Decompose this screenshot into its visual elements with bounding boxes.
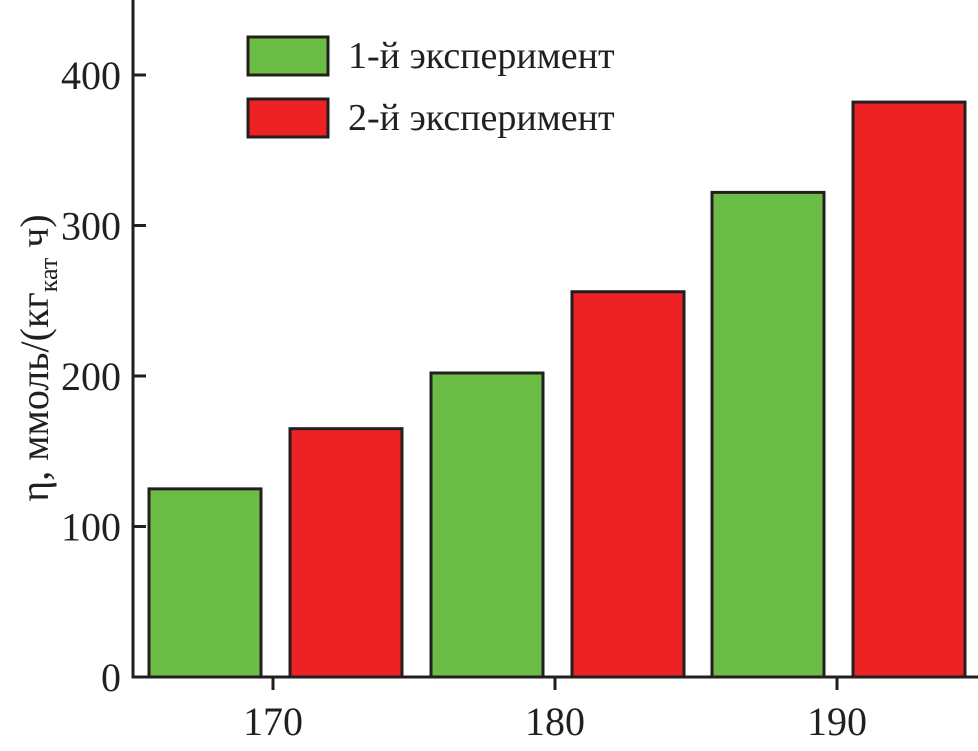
legend-label: 2-й эксперимент <box>348 97 615 139</box>
y-axis-title-suffix: ч) <box>12 214 57 257</box>
y-axis-title-subscript: кат <box>34 258 63 292</box>
x-tick-label: 170 <box>243 699 303 744</box>
y-axis-title-prefix: η, ммоль/(кг <box>12 292 57 502</box>
bar-1-180 <box>429 371 545 679</box>
bar-1-190 <box>710 190 826 679</box>
x-tick-label: 180 <box>525 699 585 744</box>
bar-2-190 <box>851 100 967 679</box>
y-tick-label: 200 <box>61 354 121 399</box>
y-tick-label: 400 <box>61 53 121 98</box>
legend-label: 1-й эксперимент <box>348 35 615 77</box>
y-axis-title: η, ммоль/(кгкат ч) <box>12 214 63 501</box>
bar-2-170 <box>288 427 404 679</box>
legend: 1-й эксперимент 2-й эксперимент <box>246 35 615 139</box>
y-tick-label: 100 <box>61 505 121 550</box>
x-tick-label: 190 <box>807 699 867 744</box>
y-tick-label: 300 <box>61 204 121 249</box>
y-tick-label: 0 <box>101 655 121 700</box>
bar-1-170 <box>147 487 263 679</box>
bar-2-180 <box>570 290 686 679</box>
legend-swatch <box>246 35 330 77</box>
legend-swatch <box>246 97 330 139</box>
